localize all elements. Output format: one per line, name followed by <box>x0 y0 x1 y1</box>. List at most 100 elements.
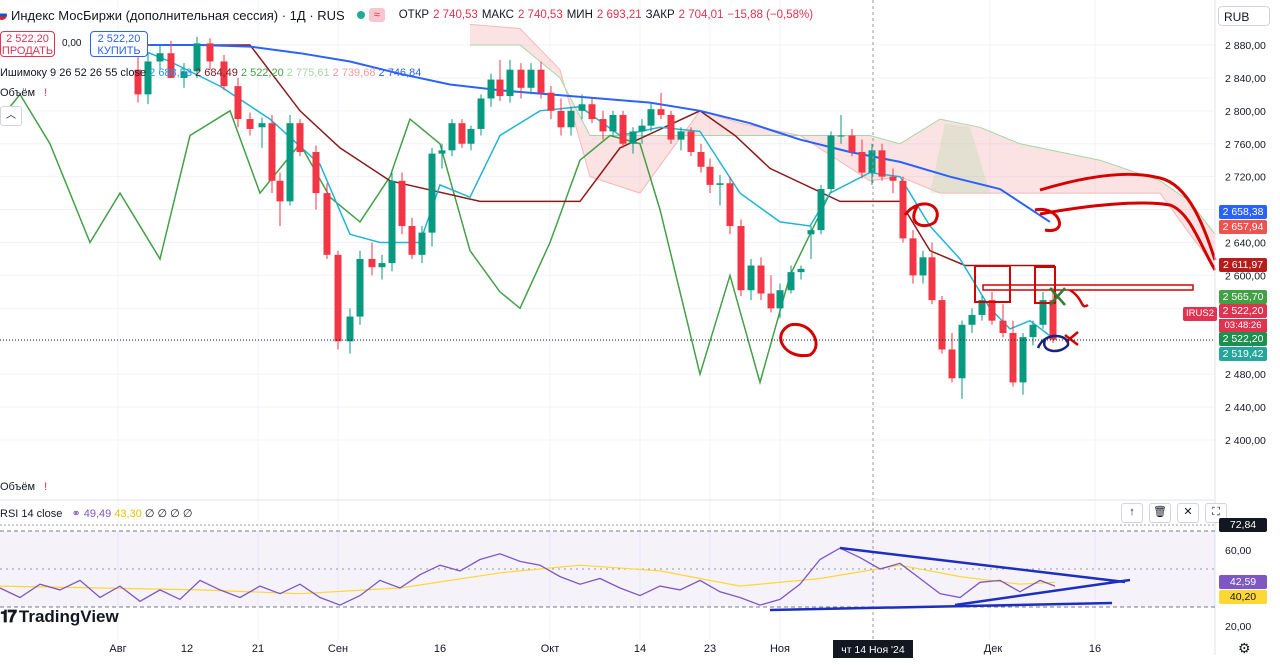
candle-up <box>346 316 354 342</box>
ohlc-low-label: МИН <box>566 9 593 21</box>
ichimoku-value: 2 739,68 <box>329 67 376 79</box>
collapse-icon[interactable]: ︿ <box>0 106 22 126</box>
buy-button[interactable]: 2 522,20 КУПИТЬ <box>90 31 148 57</box>
candle-up <box>827 135 835 190</box>
rsi-value: 49,49 <box>83 508 112 520</box>
candle-up <box>418 232 426 255</box>
candle-up <box>193 43 201 72</box>
rsi-tag: 72,84 <box>1219 518 1267 532</box>
time-label: Сен <box>328 643 348 655</box>
volume-label-2: Объём <box>0 481 36 493</box>
candle-down <box>928 257 936 301</box>
ohlc-close-value: 2 704,01 <box>678 9 724 21</box>
freehand-curve-upper <box>1039 172 1217 261</box>
candle-up <box>1039 300 1047 325</box>
price-tick-label: 2 800,00 <box>1225 106 1266 118</box>
ichimoku-span-b <box>470 44 1216 235</box>
triangle-inner-line <box>954 578 1131 607</box>
ichimoku-legend[interactable]: Ишимоку 9 26 52 26 55 close 2 688,53 2 6… <box>0 67 421 79</box>
tradingview-logo[interactable]: 𝟏𝟕 TradingView <box>0 607 119 627</box>
rsi-tick-label: 60,00 <box>1225 545 1251 557</box>
volume-legend-2[interactable]: Объём ! <box>0 481 47 493</box>
price-tag: 2 658,38 <box>1219 205 1267 219</box>
candle-down <box>657 109 665 115</box>
sell-button[interactable]: 2 522,20 ПРОДАТЬ <box>0 31 55 57</box>
time-axis[interactable]: Авг 12 21 Сен 16 Окт 14 23 Ноя Дек 16 чт 14 Ноя '24 <box>109 640 1101 658</box>
candle-down <box>858 151 866 173</box>
candle-up <box>817 189 825 231</box>
candle-up <box>1019 337 1027 383</box>
ohlc-high-value: 2 740,53 <box>517 9 563 21</box>
ichimoku-value: 2 522,20 <box>237 67 284 79</box>
volume-alert-icon-2[interactable]: ! <box>44 481 48 493</box>
candle-up <box>527 69 535 88</box>
candle-up <box>286 123 294 202</box>
candle-down <box>234 86 242 120</box>
ohlc-close-label: ЗАКР <box>645 9 675 21</box>
candle-down <box>737 226 745 291</box>
volume-legend[interactable]: Объём ! <box>0 87 47 99</box>
buy-price: 2 522,20 <box>97 33 141 45</box>
user-drawings[interactable] <box>779 172 1217 358</box>
price-tag: 2 657,94 <box>1219 220 1267 234</box>
symbol-title[interactable]: Индекс МосБиржи (дополнительная сессия) … <box>11 7 345 23</box>
volume-alert-icon[interactable]: ! <box>44 87 48 99</box>
ichimoku-value: 2 684,49 <box>191 67 238 79</box>
time-label: 23 <box>704 643 716 655</box>
price-tick-label: 2 880,00 <box>1225 40 1266 52</box>
candle-down <box>706 166 714 185</box>
candle-down <box>726 183 734 227</box>
freehand-tick <box>1069 288 1089 308</box>
candle-down <box>889 176 897 181</box>
triangle-lower-line <box>769 601 1113 612</box>
price-tick-label: 2 760,00 <box>1225 139 1266 151</box>
gear-icon[interactable]: ⚙ <box>1238 640 1251 656</box>
candle-down <box>220 61 228 87</box>
freehand-hook <box>1034 207 1061 233</box>
candle-up <box>958 324 966 379</box>
candle-down <box>757 265 765 294</box>
price-tick-label: 2 400,00 <box>1225 435 1266 447</box>
candle-up <box>629 131 637 144</box>
rsi-legend[interactable]: RSI 14 close ⚭ 49,49 43,30 ∅ ∅ ∅ ∅ <box>0 507 192 520</box>
candles-group <box>134 36 1057 399</box>
candle-up <box>716 183 724 185</box>
time-label: Авг <box>109 643 126 655</box>
bar-countdown: 03:48:26 <box>1219 319 1267 332</box>
buy-label: КУПИТЬ <box>97 45 141 57</box>
currency-selector[interactable]: RUB <box>1218 6 1270 26</box>
price-tag: 2 565,70 <box>1219 290 1267 304</box>
rsi-extra-values: ∅ ∅ ∅ ∅ <box>144 508 193 520</box>
candle-up <box>609 114 617 132</box>
candle-up <box>837 135 845 137</box>
arrow-up-icon[interactable]: ↑ <box>1121 503 1143 523</box>
candle-down <box>408 226 416 255</box>
candle-down <box>246 119 254 129</box>
symbol-header: Индекс МосБиржи (дополнительная сессия) … <box>0 3 813 27</box>
price-axis[interactable]: 2 880,00 2 840,00 2 800,00 2 760,00 2 720,00… <box>1225 40 1266 447</box>
ohlc-low-value: 2 693,21 <box>596 9 642 21</box>
freehand-squiggle <box>903 202 939 228</box>
candle-down <box>948 349 956 379</box>
candle-up <box>1029 324 1037 338</box>
collapse-pane-icon[interactable]: ✕ <box>1177 503 1199 523</box>
alert-icon[interactable]: ≈ <box>368 8 385 22</box>
grid-lines <box>0 0 1215 640</box>
candle-down <box>999 320 1007 334</box>
candle-down <box>938 300 946 350</box>
price-tag: 2 611,97 <box>1219 258 1267 272</box>
rsi-tick-label: 20,00 <box>1225 621 1251 633</box>
crosshair-time-label: чт 14 Ноя '24 <box>841 644 905 656</box>
candle-up <box>919 257 927 276</box>
candle-down <box>619 114 627 144</box>
rsi-settings-icon[interactable]: ⚭ <box>71 508 81 520</box>
price-tick-label: 2 720,00 <box>1225 172 1266 184</box>
price-tick-label: 2 840,00 <box>1225 73 1266 85</box>
candle-up <box>747 265 755 291</box>
candle-down <box>296 123 304 152</box>
candle-down <box>899 180 907 239</box>
box-left <box>974 265 1011 303</box>
trash-icon[interactable]: 🗑 <box>1149 503 1171 523</box>
moving-average-line <box>150 44 1051 223</box>
